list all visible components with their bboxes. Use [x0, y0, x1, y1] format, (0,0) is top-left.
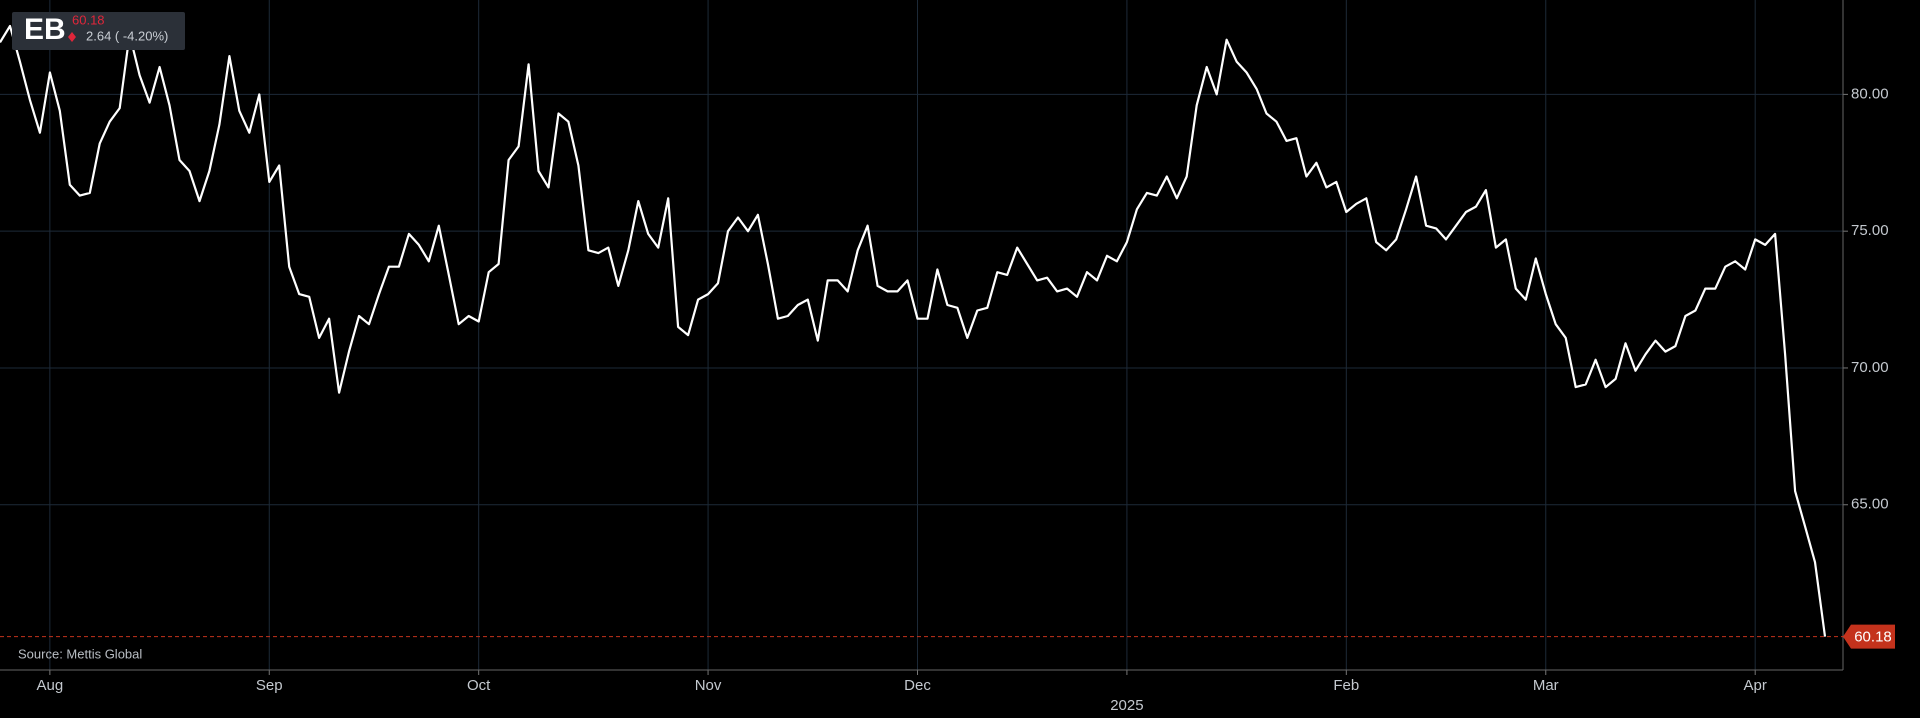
ticker-badge: [12, 12, 185, 50]
x-tick-label: Mar: [1533, 677, 1559, 694]
x-tick-label: Sep: [256, 677, 283, 694]
plot: 65.00 70.00 75.00 80.00 Aug Sep Oct Nov Dec 2025 F…: [0, 0, 1889, 714]
ticker: EB: [24, 13, 66, 46]
x-tick-label: Apr: [1744, 677, 1767, 694]
x-sublabel: 2025: [1110, 697, 1143, 714]
price-line: [0, 24, 1827, 637]
badge-price: 60.18: [72, 12, 105, 27]
y-tick-label: 75.00: [1851, 222, 1889, 239]
last-value-tag: [1843, 624, 1895, 649]
x-tick-label: Oct: [467, 677, 491, 694]
x-tick-label: Nov: [695, 677, 722, 694]
y-tick-label: 70.00: [1851, 359, 1889, 376]
y-tick-label: 80.00: [1851, 85, 1889, 102]
y-tick-label: 65.00: [1851, 496, 1889, 513]
overlay: 60.18: [0, 24, 1895, 649]
source: Source: Mettis Global: [18, 646, 142, 661]
x-tick-label: Feb: [1333, 677, 1359, 694]
x-tick-label: Aug: [37, 677, 64, 694]
badge-change: 2.64 ( -4.20%): [86, 28, 168, 43]
x-tick-label: Dec: [904, 677, 931, 694]
down-arrow: [68, 32, 76, 42]
last-value-label: 60.18: [1854, 629, 1892, 646]
